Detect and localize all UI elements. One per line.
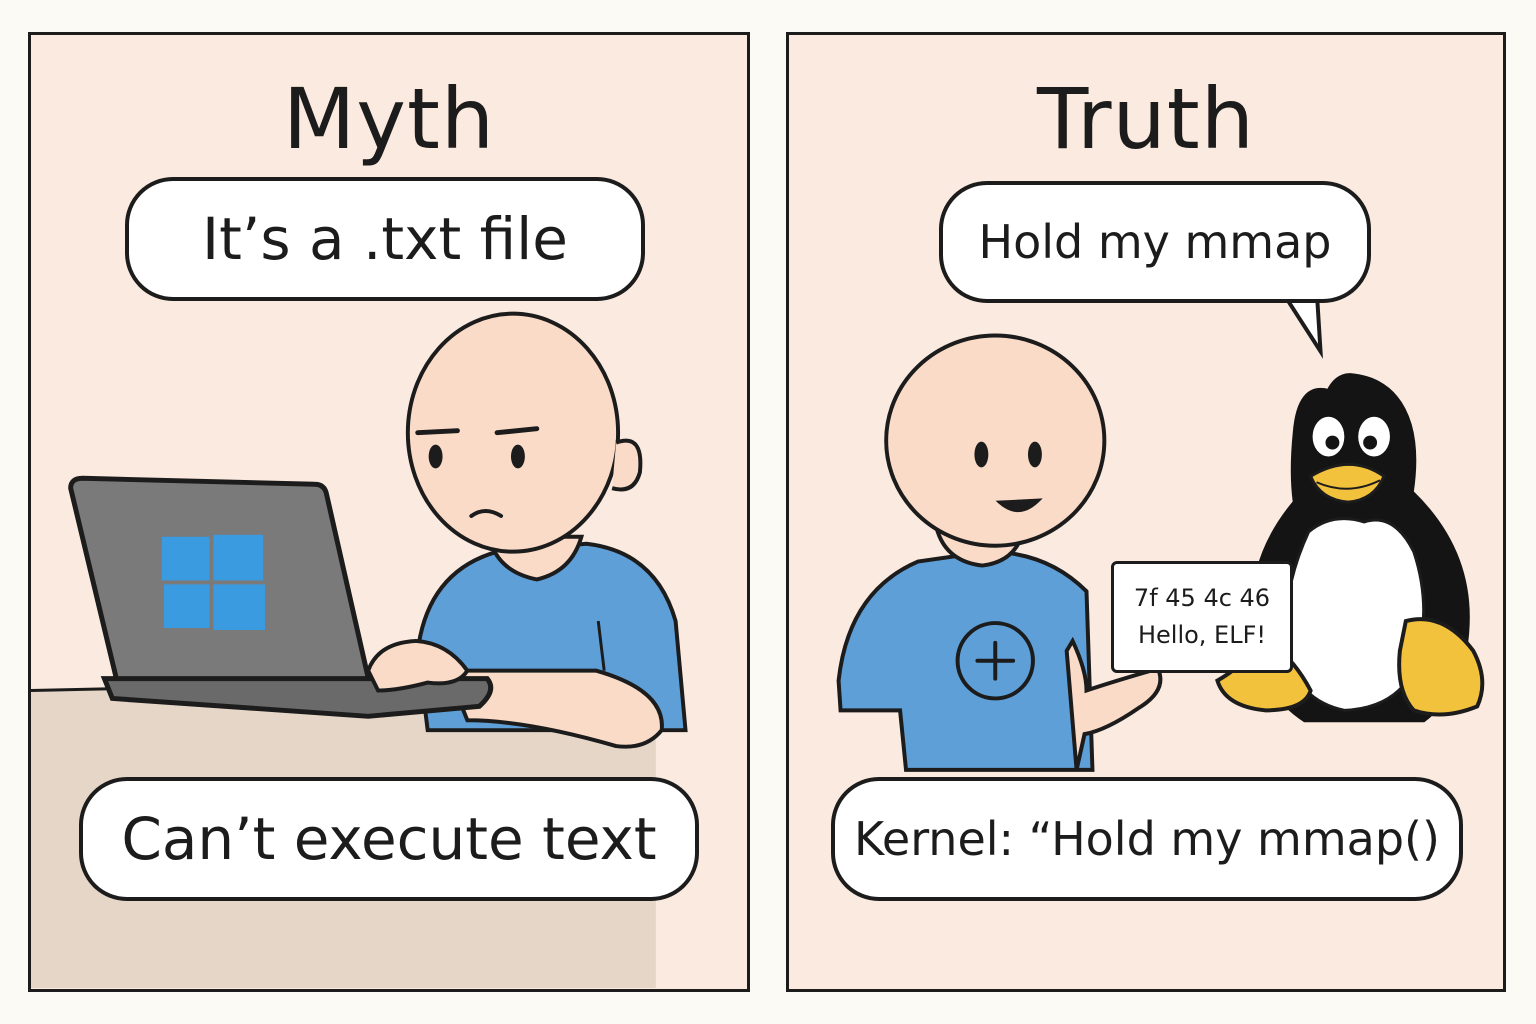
myth-scene bbox=[31, 311, 688, 989]
elf-card-bytes: 7f 45 4c 46 bbox=[1133, 583, 1271, 612]
myth-title: Myth bbox=[282, 70, 496, 168]
truth-caption-bubble: Kernel: “Hold my mmap() bbox=[831, 777, 1463, 901]
myth-panel: Myth It’s a .txt file Can’t execute text bbox=[28, 32, 750, 992]
truth-person-head bbox=[884, 333, 1107, 548]
penguin-tux-icon bbox=[1215, 373, 1485, 723]
windows-logo-icon bbox=[161, 534, 266, 631]
elf-card: 7f 45 4c 46 Hello, ELF! bbox=[1111, 561, 1293, 673]
speech-bubble-tail bbox=[1283, 287, 1323, 359]
truth-person-shirt bbox=[836, 549, 1095, 772]
laptop bbox=[68, 475, 494, 719]
myth-caption-bubble: Can’t execute text bbox=[79, 777, 699, 901]
elf-card-text: Hello, ELF! bbox=[1137, 621, 1267, 649]
plus-circle-icon bbox=[955, 621, 1035, 701]
truth-panel: Truth Hold my mmap 7f 45 4c 46 Hello, EL… bbox=[786, 32, 1506, 992]
myth-speech-bubble: It’s a .txt file bbox=[125, 177, 645, 301]
truth-scene bbox=[836, 287, 1485, 772]
truth-title: Truth bbox=[1037, 70, 1255, 168]
myth-hand bbox=[366, 638, 470, 693]
myth-person-head bbox=[405, 311, 643, 554]
truth-speech-bubble: Hold my mmap bbox=[939, 181, 1371, 303]
